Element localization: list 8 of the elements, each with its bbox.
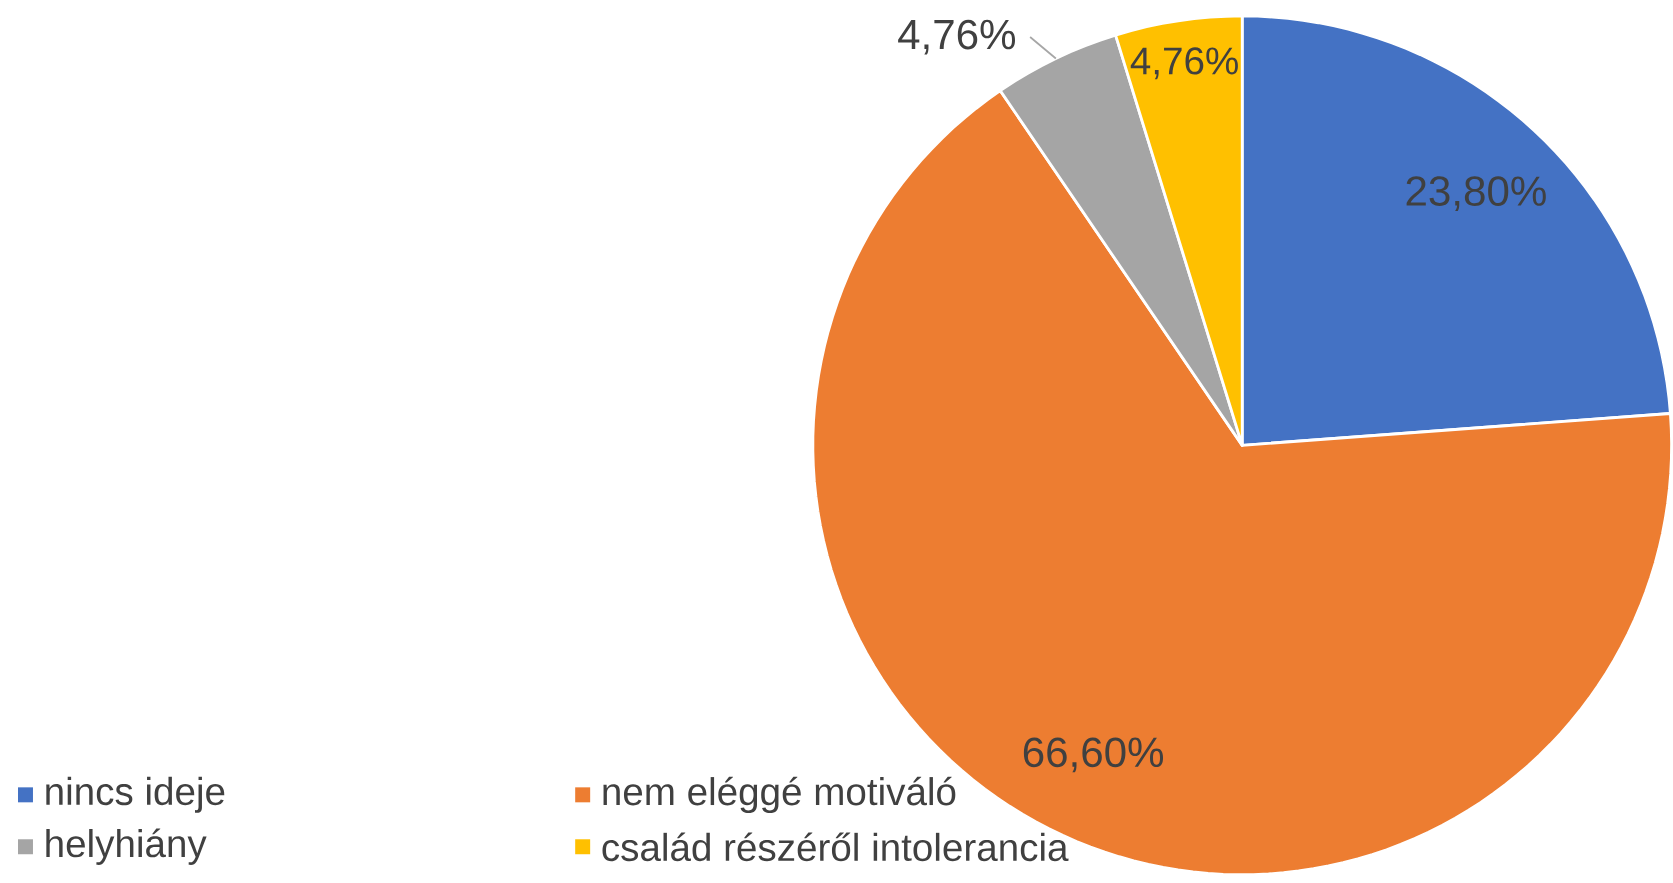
legend-label: család részéről intolerancia [602,832,1069,862]
legend-label: helyhiány [46,828,207,866]
legend-label: nincs ideje [46,776,225,813]
data-label: 4,76% [898,19,1016,55]
data-label: 23,80% [1406,176,1546,212]
data-label: 4,76% [1130,47,1238,80]
legend-label: nem eléggé motiváló [603,776,956,814]
data-label: 66,60% [1023,737,1164,773]
